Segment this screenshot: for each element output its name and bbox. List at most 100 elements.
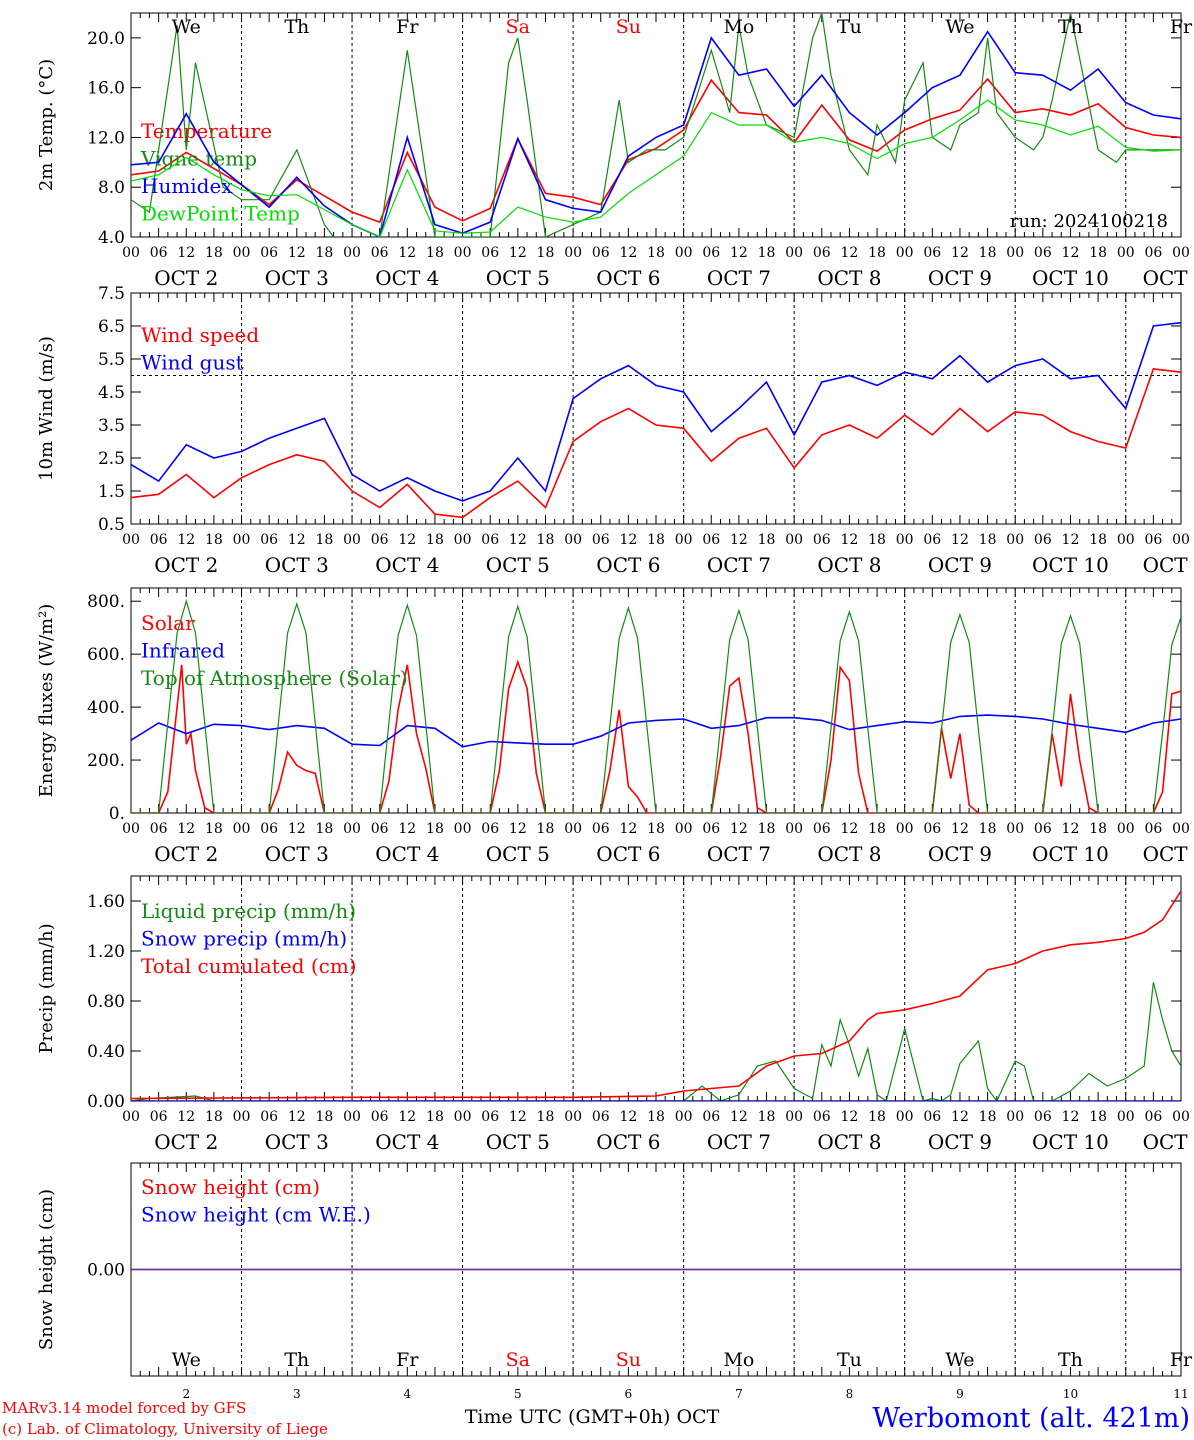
panel-3: 0.00 0.40 0.80 1.20 1.60 Precip (mm/h) Liquid … <box>36 875 1194 1154</box>
series-line-temperature <box>131 77 1181 224</box>
weekday-label: Fr <box>396 16 419 38</box>
date-label: OCT 9 <box>928 553 992 577</box>
hour-tick-label: 00 <box>233 245 251 261</box>
date-label: OCT 11 <box>1143 266 1194 290</box>
hour-tick-label: 00 <box>896 532 914 548</box>
series-line-total-cumulated-cm- <box>131 890 1181 1100</box>
hour-tick-label: 18 <box>205 1109 223 1125</box>
y-tick-label: 0.00 <box>87 1261 125 1281</box>
hour-tick-label: 18 <box>868 532 886 548</box>
hour-tick-label: 18 <box>537 532 555 548</box>
y-tick-label: 0. <box>109 804 125 824</box>
y-tick-label: 0.00 <box>87 1092 125 1112</box>
hour-tick-label: 06 <box>481 245 499 261</box>
day-number-label: 2 <box>182 1387 190 1401</box>
hour-tick-label: 12 <box>619 821 637 837</box>
hour-tick-label: 00 <box>675 245 693 261</box>
legend-entry: Top of Atmosphere (Solar) <box>141 666 408 690</box>
series-line-liquid-precip-mm-h- <box>131 982 1181 1101</box>
hour-tick-label: 18 <box>316 1109 334 1125</box>
hour-tick-label: 18 <box>316 821 334 837</box>
hour-tick-label: 00 <box>785 532 803 548</box>
legend-entry: Snow height (cm) <box>141 1175 320 1199</box>
series-line-wind-speed <box>131 368 1181 519</box>
hour-tick-label: 18 <box>426 1109 444 1125</box>
weekday-label: Th <box>1058 1349 1083 1371</box>
weekday-label: Su <box>616 1349 641 1371</box>
hour-tick-label: 12 <box>177 1109 195 1125</box>
hour-tick-label: 18 <box>426 821 444 837</box>
credits-line-2: (c) Lab. of Climatology, University of L… <box>2 1420 328 1438</box>
date-label: OCT 5 <box>486 553 550 577</box>
hour-tick-label: 00 <box>454 1109 472 1125</box>
weekday-label: We <box>945 16 974 38</box>
hour-tick-label: 12 <box>398 532 416 548</box>
hour-tick-label: 00 <box>785 821 803 837</box>
hour-tick-label: 12 <box>177 821 195 837</box>
y-tick-label: 3.5 <box>98 416 125 436</box>
date-label: OCT 7 <box>707 266 771 290</box>
credits-line-1: MARv3.14 model forced by GFS <box>2 1399 246 1417</box>
hour-tick-label: 18 <box>426 532 444 548</box>
weekday-label: Th <box>284 16 309 38</box>
y-axis-label: 10m Wind (m/s) <box>36 336 57 481</box>
hour-tick-label: 12 <box>951 245 969 261</box>
day-number-label: 4 <box>403 1387 411 1401</box>
hour-tick-label: 18 <box>979 245 997 261</box>
hour-tick-label: 00 <box>233 532 251 548</box>
hour-tick-label: 06 <box>371 1109 389 1125</box>
weekday-label: Fr <box>396 1349 419 1371</box>
hour-tick-label: 06 <box>1034 532 1052 548</box>
y-tick-label: 6.5 <box>98 317 125 337</box>
hour-tick-label: 06 <box>150 821 168 837</box>
hour-tick-label: 00 <box>896 821 914 837</box>
hour-tick-label: 12 <box>509 821 527 837</box>
date-label: OCT 10 <box>1032 842 1109 866</box>
legend-entry: Humidex <box>141 174 233 198</box>
hour-tick-label: 18 <box>537 1109 555 1125</box>
hour-tick-label: 12 <box>730 1109 748 1125</box>
hour-tick-label: 18 <box>758 1109 776 1125</box>
day-number-label: 6 <box>625 1387 633 1401</box>
date-label: OCT 3 <box>265 842 329 866</box>
hour-tick-label: 18 <box>205 532 223 548</box>
hour-tick-label: 18 <box>426 245 444 261</box>
hour-tick-label: 00 <box>1117 245 1135 261</box>
panel-2: 0. 200. 400. 600. 800. Energy fluxes (W/m²) So… <box>36 587 1194 866</box>
weekday-label: We <box>945 1349 974 1371</box>
hour-tick-label: 12 <box>288 1109 306 1125</box>
day-number-label: 7 <box>735 1387 743 1401</box>
hour-tick-label: 12 <box>288 821 306 837</box>
date-label: OCT 3 <box>265 1130 329 1154</box>
hour-tick-label: 00 <box>564 1109 582 1125</box>
date-label: OCT 8 <box>817 1130 881 1154</box>
hour-tick-label: 12 <box>398 1109 416 1125</box>
hour-tick-label: 00 <box>454 821 472 837</box>
legend-entry: Infrared <box>141 639 225 663</box>
y-tick-label: 800. <box>87 592 125 612</box>
date-label: OCT 5 <box>486 1130 550 1154</box>
hour-tick-label: 00 <box>122 532 140 548</box>
y-tick-label: 5.5 <box>98 350 125 370</box>
day-number-label: 8 <box>846 1387 854 1401</box>
hour-tick-label: 00 <box>1006 532 1024 548</box>
hour-tick-label: 06 <box>260 821 278 837</box>
y-tick-label: 0.80 <box>87 992 125 1012</box>
hour-tick-label: 12 <box>841 245 859 261</box>
hour-tick-label: 00 <box>343 1109 361 1125</box>
date-label: OCT 6 <box>596 1130 660 1154</box>
y-axis-label: Snow height (cm) <box>36 1189 57 1350</box>
series-line-infrared <box>131 714 1181 748</box>
hour-tick-label: 00 <box>1172 1109 1190 1125</box>
hour-tick-label: 00 <box>1006 821 1024 837</box>
y-tick-label: 4.5 <box>98 383 125 403</box>
series-line-wind-gust <box>131 321 1181 502</box>
hour-tick-label: 18 <box>868 1109 886 1125</box>
y-axis-label: Precip (mm/h) <box>36 923 57 1053</box>
panel-4: 0.00 Snow height (cm) Snow height (cm) Snow… <box>36 1162 1193 1401</box>
weekday-label: Th <box>284 1349 309 1371</box>
date-label: OCT 9 <box>928 842 992 866</box>
hour-tick-label: 00 <box>896 1109 914 1125</box>
hour-tick-label: 12 <box>509 1109 527 1125</box>
